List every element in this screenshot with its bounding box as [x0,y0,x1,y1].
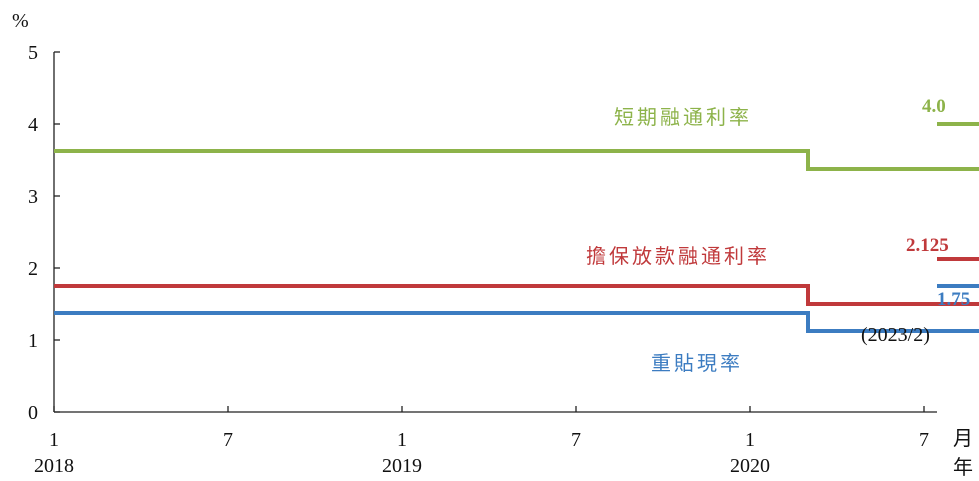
x-tick-year-label: 2019 [382,455,422,477]
series-name-short-term-rate: 短期融通利率 [614,105,752,129]
series-line-secured-loan-rate [54,257,979,306]
x-axis-month-label: 月 [953,428,973,450]
series-labels: 短期融通利率 擔保放款融通利率 重貼現率 4.0 2.125 1.75 (202… [586,96,970,375]
y-tick-label: 4 [28,114,38,136]
series-name-secured-loan-rate: 擔保放款融通利率 [586,244,770,268]
y-axis-ticks: 0 1 2 3 4 5 [28,42,60,424]
axes [53,52,937,413]
series-name-discount-rate: 重貼現率 [651,351,743,375]
y-tick-label: 3 [28,186,38,208]
y-tick-label: 5 [28,42,38,64]
series-lines [54,122,979,333]
date-annotation: (2023/2) [861,324,930,346]
x-tick-month-label: 7 [919,429,929,451]
series-line-short-term-rate [54,122,979,171]
x-tick-year-label: 2018 [34,455,74,477]
x-tick-month-label: 1 [745,429,755,451]
x-tick-month-label: 7 [223,429,233,451]
y-tick-label: 1 [28,330,38,352]
x-tick-month-label: 1 [397,429,407,451]
end-value-label-discount-rate: 1.75 [937,289,970,310]
x-tick-month-label: 7 [571,429,581,451]
x-tick-month-label: 1 [49,429,59,451]
y-axis-unit-label: % [12,10,29,32]
x-axis-ticks: 12018712019712020712021712022712023 [34,406,929,477]
y-tick-label: 2 [28,258,38,280]
end-value-label-secured-loan-rate: 2.125 [906,235,949,256]
series-line-discount-rate [54,284,979,333]
x-axis-year-label: 年 [953,456,973,479]
x-tick-year-label: 2020 [730,455,770,477]
y-tick-label: 0 [28,402,38,424]
end-value-label-short-term-rate: 4.0 [922,96,946,117]
